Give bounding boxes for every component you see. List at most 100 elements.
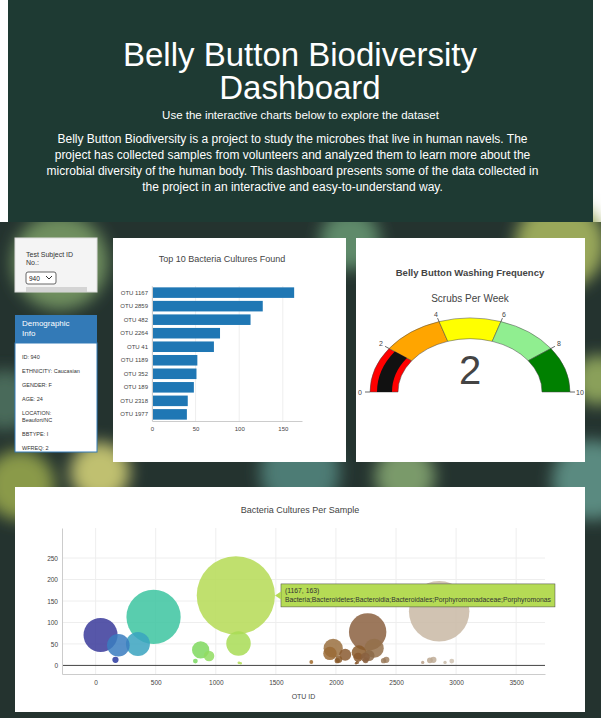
selector-label: Test Subject ID No.: — [26, 251, 84, 267]
tick-label: 0 — [54, 662, 58, 669]
chart-subtitle: Scrubs Per Week — [431, 293, 510, 304]
select-box[interactable] — [26, 272, 56, 284]
hover-text: Bacteria;Bacteroidetes;Bacteroidia;Bacte… — [285, 596, 552, 604]
gauge — [365, 318, 575, 392]
bubble — [363, 657, 369, 663]
tick-mark — [570, 392, 575, 393]
tick-label: OTU 189 — [124, 384, 149, 390]
tick: 200 — [47, 576, 62, 583]
scrollbar — [26, 287, 87, 292]
tick-label: 200 — [47, 576, 58, 583]
tick-label: 6 — [502, 311, 506, 318]
tick-label: OTU 1167 — [121, 290, 149, 296]
bubble — [193, 659, 198, 664]
gauge-band — [439, 318, 501, 341]
panel-title: Demographic Info — [22, 319, 74, 339]
panel — [15, 238, 97, 292]
tick-label: 1500 — [269, 679, 284, 686]
tick: OTU 2318 — [120, 398, 152, 404]
chart-title: Top 10 Bacteria Cultures Found — [159, 254, 286, 264]
bubble — [356, 661, 359, 664]
tick-mark — [385, 346, 389, 348]
bar — [152, 355, 197, 366]
info-list: ID: 940ETHNICITY: CaucasianGENDER: FAGE:… — [22, 354, 82, 459]
bubble — [197, 556, 275, 634]
tick: 100 — [47, 619, 62, 626]
tick-label: 50 — [193, 426, 200, 432]
bar — [152, 287, 294, 298]
tick-label: 250 — [47, 555, 58, 562]
axis: 0500100015002000250030003500 — [63, 674, 546, 686]
tick-label: OTU 482 — [124, 317, 149, 323]
tick-mark — [551, 346, 555, 348]
tick-label: OTU 2264 — [120, 330, 148, 336]
bubble — [335, 656, 342, 663]
chart-title: Belly Button Washing Frequency — [396, 267, 545, 278]
tick-label: 150 — [278, 426, 289, 432]
grid — [152, 286, 283, 421]
bubble — [107, 634, 130, 657]
tick: 0 — [54, 662, 62, 669]
bar — [152, 409, 187, 420]
page-subtitle: Use the interactive charts below to expl… — [8, 108, 593, 122]
tick-label: 4 — [434, 311, 438, 318]
tick-label: OTU 2318 — [120, 398, 148, 404]
tick: 3500 — [509, 674, 524, 686]
axis-line — [152, 287, 153, 422]
page-title: Belly Button Biodiversity Dashboard — [80, 38, 520, 104]
background-blob — [12, 214, 108, 310]
bubble — [323, 647, 336, 660]
bubble — [443, 661, 446, 664]
panel — [15, 487, 585, 712]
bubble — [204, 651, 215, 662]
bar — [152, 314, 251, 325]
gauge-band — [528, 349, 570, 392]
tick-label: 2500 — [389, 679, 404, 686]
tick-label: 0 — [94, 679, 98, 686]
grid-line — [152, 286, 153, 421]
select[interactable]: 940 — [26, 272, 56, 284]
tick: 100 — [235, 421, 246, 432]
axis-line — [63, 674, 546, 675]
panel — [15, 315, 97, 343]
info-row: WFREQ: 2 — [22, 445, 82, 452]
panel — [15, 343, 97, 452]
gauge-value: 2 — [459, 348, 481, 392]
page-description: Belly Button Biodiversity is a project t… — [45, 131, 540, 195]
bubble — [240, 662, 242, 664]
chart-title: Bacteria Cultures Per Sample — [241, 505, 360, 515]
hover-label: (1167, 163)Bacteria;Bacteroidetes;Bacter… — [275, 584, 555, 607]
tick: OTU 1977 — [120, 411, 152, 417]
bar — [152, 369, 196, 380]
hover-box — [281, 584, 555, 607]
axis-line — [153, 421, 303, 422]
tick-label: 500 — [151, 679, 162, 686]
tick: OTU 1189 — [121, 357, 152, 363]
tick-label: 100 — [235, 426, 246, 432]
axis: 0 50 100 150 200 250 — [47, 529, 62, 675]
header: Belly Button Biodiversity Dashboard Use t… — [8, 0, 593, 222]
grid-line — [282, 286, 283, 421]
tick: OTU 2264 — [120, 330, 152, 336]
bar — [152, 341, 214, 352]
select-arrow[interactable] — [46, 276, 52, 279]
hover-pointer — [275, 591, 281, 599]
info-row: BBTYPE: I — [22, 431, 82, 438]
bubble — [421, 661, 424, 664]
grid-line — [62, 579, 545, 580]
tick: 50 — [51, 641, 62, 648]
bubble — [335, 658, 340, 663]
tick: 1000 — [209, 674, 224, 686]
tick: 500 — [151, 674, 162, 686]
axis-title: OTU ID — [292, 693, 316, 700]
tick: 150 — [47, 598, 62, 605]
tick-mark — [365, 392, 370, 393]
tick-label: 150 — [47, 598, 58, 605]
bubble — [309, 660, 313, 664]
tick: 3000 — [449, 674, 464, 686]
tick-label: OTU 1977 — [120, 411, 148, 417]
tick: 150 — [278, 421, 289, 432]
tick: 1500 — [269, 674, 284, 686]
tick-label: 3500 — [509, 679, 524, 686]
hover-text: (1167, 163) — [285, 587, 319, 595]
